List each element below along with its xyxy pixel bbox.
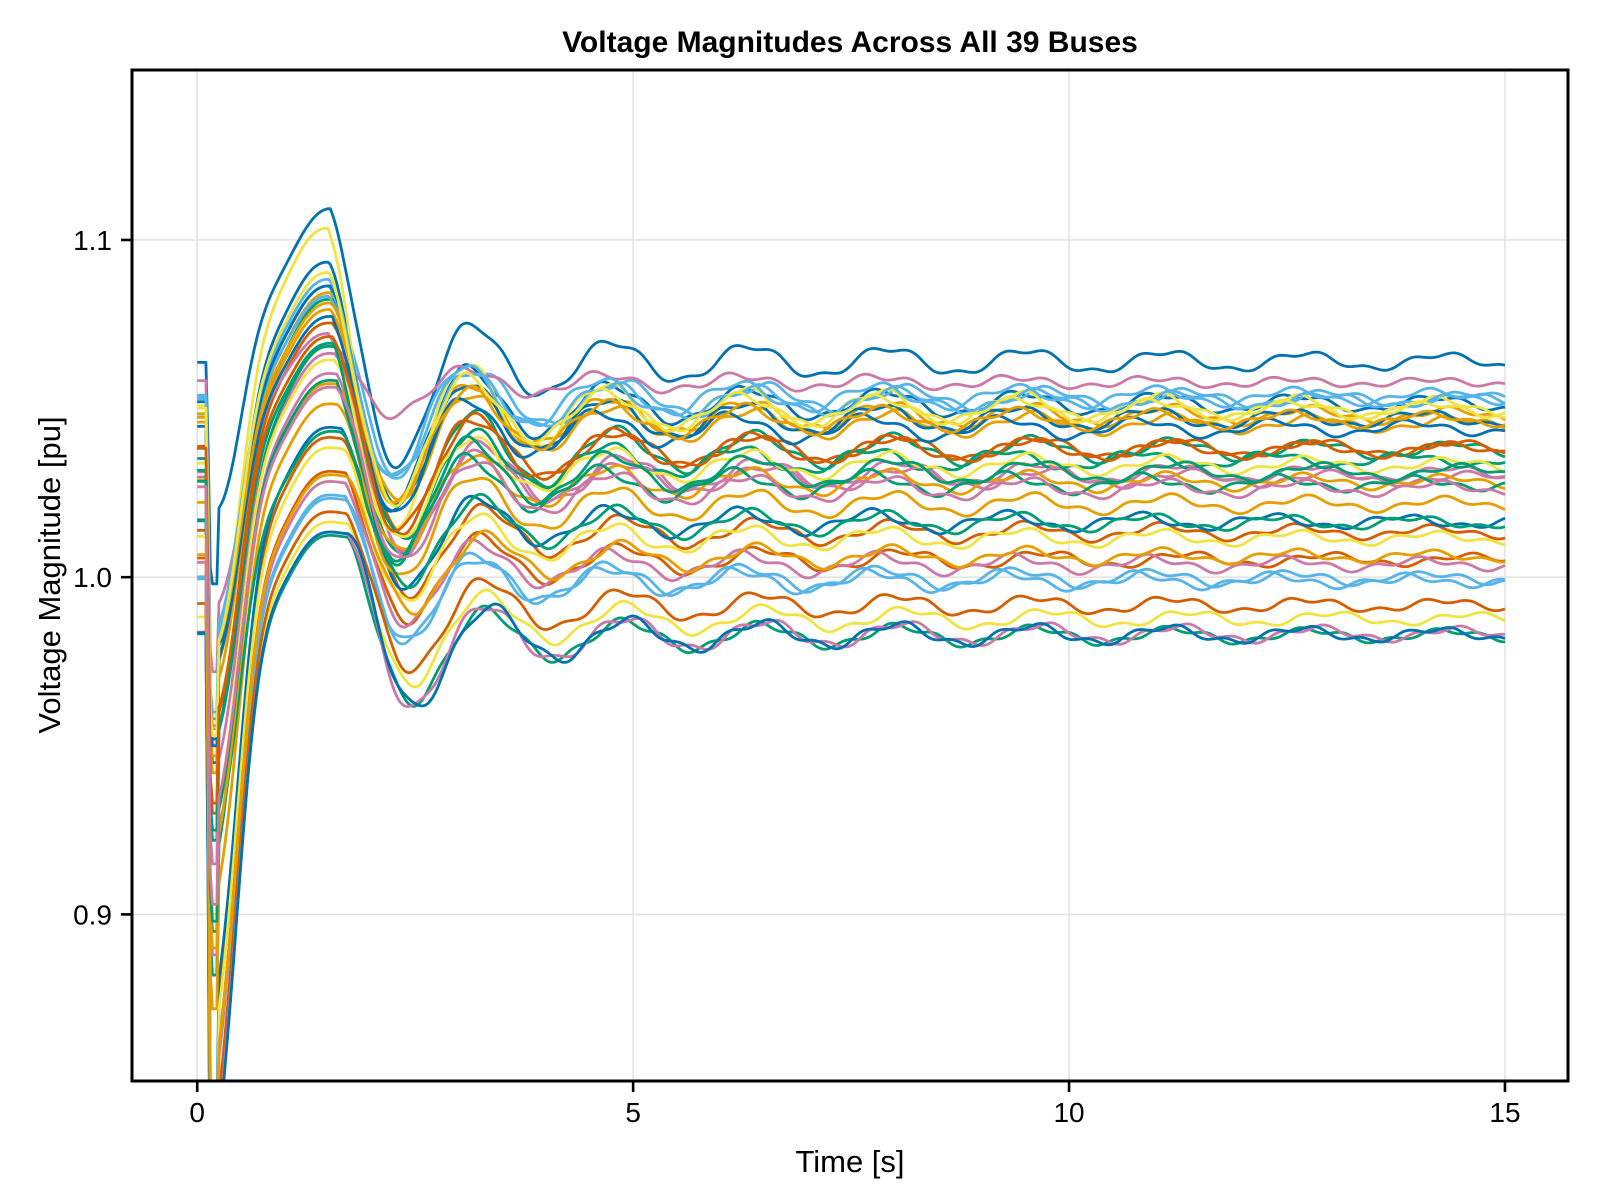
series-line-bus-39 bbox=[197, 385, 1506, 906]
x-tick-label: 15 bbox=[1489, 1097, 1520, 1128]
y-tick-label: 1.1 bbox=[73, 225, 112, 256]
x-tick-label: 0 bbox=[189, 1097, 205, 1128]
y-axis-label: Voltage Magnitude [pu] bbox=[32, 416, 67, 733]
series-line-bus-21 bbox=[197, 469, 1506, 1081]
y-tick-label: 1.0 bbox=[73, 562, 112, 593]
y-tick-label: 0.9 bbox=[73, 899, 112, 930]
series-line-bus-38 bbox=[197, 378, 1506, 923]
series-line-bus-17 bbox=[197, 429, 1506, 933]
series-line-bus-26 bbox=[197, 496, 1506, 1081]
x-tick-label: 10 bbox=[1053, 1097, 1084, 1128]
series-line-bus-27 bbox=[197, 520, 1506, 1081]
series-line-bus-37 bbox=[197, 473, 1506, 1081]
series-line-bus-30 bbox=[197, 301, 1506, 731]
series-line-bus-16 bbox=[197, 402, 1506, 1011]
series-line-bus-13 bbox=[197, 358, 1506, 916]
chart-title: Voltage Magnitudes Across All 39 Buses bbox=[562, 26, 1138, 59]
series-line-bus-25 bbox=[197, 480, 1506, 1081]
series-line-bus-8 bbox=[197, 207, 1506, 586]
series-line-bus-28 bbox=[197, 510, 1506, 1081]
series-line-bus-12 bbox=[197, 493, 1506, 1081]
series-line-bus-20 bbox=[197, 446, 1506, 1081]
series-line-bus-19 bbox=[197, 294, 1506, 721]
series-line-bus-29 bbox=[197, 284, 1506, 741]
series-line-bus-18 bbox=[197, 332, 1506, 673]
series-lines bbox=[197, 207, 1506, 1081]
x-tick-label: 5 bbox=[625, 1097, 641, 1128]
axis-tick-labels: 0 5 10 15 0.9 1.0 1.1 bbox=[73, 225, 1520, 1128]
series-line-bus-34 bbox=[197, 271, 1506, 738]
plot-frame bbox=[130, 68, 1570, 1083]
axis-ticks bbox=[121, 238, 1507, 1092]
series-line-bus-33 bbox=[197, 277, 1506, 714]
x-axis-label: Time [s] bbox=[795, 1144, 904, 1179]
series-line-bus-7 bbox=[197, 321, 1506, 815]
series-line-bus-14 bbox=[197, 436, 1506, 1081]
series-line-bus-35 bbox=[197, 335, 1506, 805]
series-line-bus-36 bbox=[197, 530, 1506, 1081]
